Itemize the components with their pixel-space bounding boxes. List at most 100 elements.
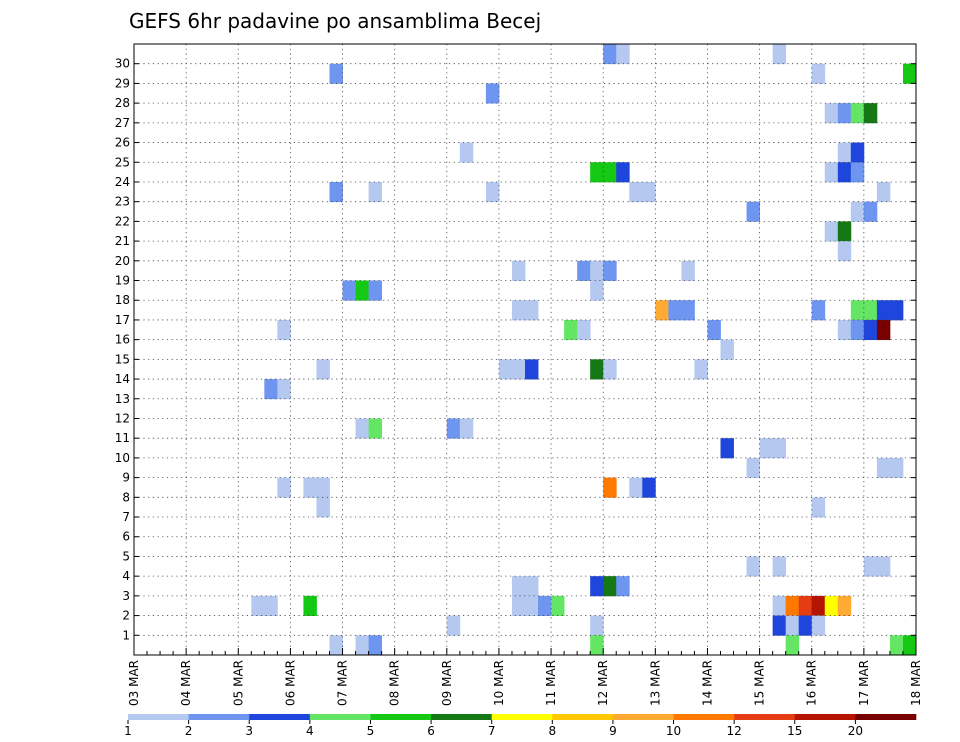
precip-cell [811, 615, 826, 636]
precip-cell [824, 162, 839, 183]
precip-cell [850, 319, 865, 341]
precip-cell [876, 319, 891, 341]
precip-cell [837, 319, 852, 341]
precip-cell [303, 595, 317, 616]
legend-tick-label: 9 [609, 724, 617, 738]
y-tick-label: 10 [115, 451, 130, 465]
legend-tick-label: 3 [245, 724, 253, 738]
y-tick-label: 21 [115, 234, 130, 248]
plot-frame [133, 43, 917, 656]
x-tick-label: 15 MAR [753, 660, 767, 706]
precip-cell [746, 201, 760, 222]
precip-cell [511, 576, 526, 597]
precip-cell [603, 260, 617, 281]
legend-tick-label: 4 [306, 724, 314, 738]
precip-cell [837, 595, 852, 616]
precip-cell [368, 635, 383, 656]
legend-swatch [673, 714, 735, 720]
legend-tick-label: 6 [427, 724, 435, 738]
precip-cell [824, 221, 839, 242]
precip-cell [876, 457, 891, 479]
legend-tick-label: 1 [124, 724, 132, 738]
legend-swatch [734, 714, 796, 720]
precip-cell [446, 418, 461, 439]
precip-cell [577, 319, 591, 341]
precip-cell [511, 260, 526, 281]
y-tick-label: 2 [122, 609, 130, 623]
precip-cell [850, 201, 865, 222]
precip-cell [811, 63, 826, 84]
precip-cell [316, 359, 330, 380]
legend-tick-label: 20 [848, 724, 863, 738]
y-tick-label: 5 [122, 549, 130, 563]
precip-cell [590, 260, 604, 281]
precip-cell [277, 319, 291, 341]
precip-cell [837, 162, 852, 183]
precip-cell [590, 615, 604, 636]
precip-cell [863, 201, 878, 222]
y-tick-label: 13 [115, 392, 130, 406]
legend-swatch [552, 714, 614, 720]
y-tick-label: 26 [115, 136, 130, 150]
precip-cell [759, 438, 774, 459]
y-tick-label: 7 [122, 510, 130, 524]
precip-cell [511, 300, 526, 321]
precip-cell [772, 615, 787, 636]
precip-cell [811, 300, 826, 321]
x-tick-label: 10 MAR [492, 660, 506, 706]
precip-cell [316, 477, 330, 498]
y-tick-label: 14 [115, 372, 130, 386]
precip-cell [798, 595, 813, 616]
grid-lines [134, 44, 916, 655]
x-tick-label: 18 MAR [909, 660, 923, 706]
precip-cell [902, 635, 917, 656]
y-tick-label: 30 [115, 57, 130, 71]
precip-cell [603, 576, 617, 597]
legend-swatch [128, 714, 189, 720]
precip-cell [459, 142, 474, 163]
legend-tick-label: 5 [367, 724, 375, 738]
precip-cell [772, 44, 787, 65]
y-tick-label: 1 [122, 628, 130, 642]
precip-cell [251, 595, 265, 616]
legend-swatch [309, 714, 371, 720]
precip-cell [303, 477, 317, 498]
precip-cell [642, 477, 656, 498]
precip-cell [863, 556, 878, 577]
precip-cell [876, 181, 891, 203]
precip-cell [889, 300, 904, 321]
x-tick-label: 04 MAR [179, 660, 193, 706]
precip-cell [277, 379, 291, 400]
y-tick-label: 11 [115, 431, 130, 445]
precip-cell [837, 221, 852, 242]
y-tick-label: 15 [115, 352, 130, 366]
legend-swatch [188, 714, 250, 720]
legend-swatch [794, 714, 856, 720]
legend-tick-label: 15 [787, 724, 802, 738]
y-tick-label: 24 [115, 175, 130, 189]
precip-cell [785, 595, 800, 616]
precip-cell [603, 44, 617, 65]
precip-cell [329, 181, 343, 203]
precip-cell [902, 63, 917, 84]
precip-cell [889, 635, 904, 656]
y-tick-label: 27 [115, 116, 130, 130]
precip-cell [590, 162, 604, 183]
precip-cell [772, 595, 787, 616]
precip-cell [863, 300, 878, 321]
precip-cell [498, 359, 513, 380]
color-legend: 1 2 3 4 5 6 7 8 9 10 12 15 20 [124, 714, 917, 738]
precip-cell [616, 44, 630, 65]
precip-cell [590, 359, 604, 380]
legend-swatch [491, 714, 553, 720]
precip-cell [850, 300, 865, 321]
y-tick-label: 9 [122, 471, 130, 485]
precip-cell [785, 635, 800, 656]
y-tick-label: 29 [115, 76, 130, 90]
y-tick-label: 23 [115, 195, 130, 209]
precip-cell [485, 181, 500, 203]
x-tick-label: 12 MAR [596, 660, 610, 706]
precip-cell [876, 300, 891, 321]
precip-cell [616, 162, 630, 183]
precip-cell [551, 595, 565, 616]
